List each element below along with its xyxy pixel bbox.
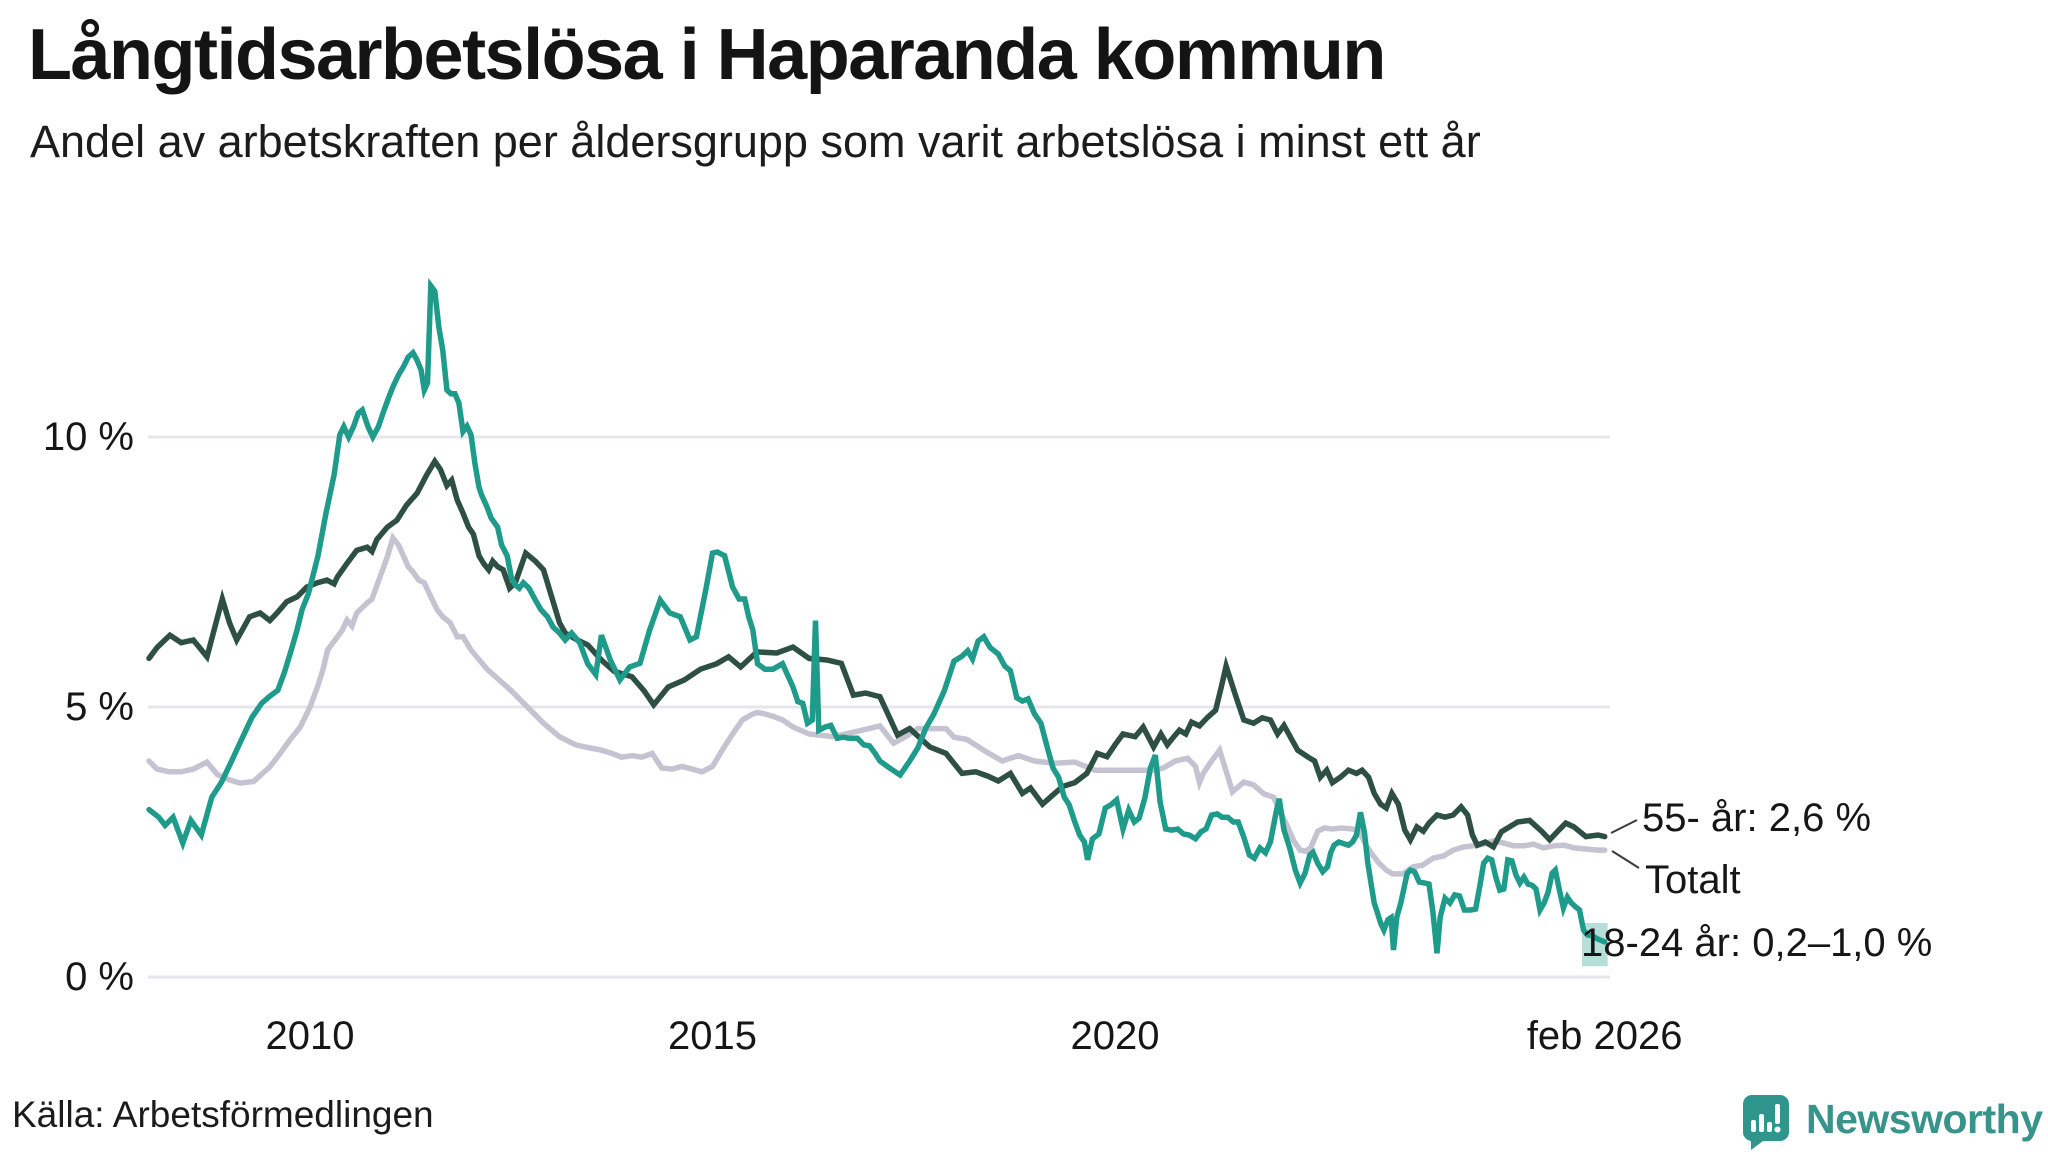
- source-note: Källa: Arbetsförmedlingen: [12, 1094, 434, 1135]
- annotation-leader-totalt: [1611, 850, 1640, 869]
- newsworthy-logo-icon: [1742, 1095, 1789, 1150]
- annotation-leader-55-ar: [1610, 819, 1638, 834]
- x-axis-label-feb-2026: feb 2026: [1526, 1014, 1683, 1058]
- series-line-totalt: [146, 532, 1608, 877]
- newsworthy-logo: Newsworthy: [1742, 1094, 2043, 1150]
- series-line-18-24-r: [146, 277, 1608, 954]
- series-line-55-r: [146, 456, 1608, 851]
- page-title: Långtidsarbetslösa i Haparanda kommun: [28, 15, 1386, 95]
- y-axis-label-5: 5 %: [65, 685, 134, 729]
- x-axis-label-2010: 2010: [265, 1014, 355, 1058]
- annotation-18-24-ar: 18-24 år: 0,2–1,0 %: [1581, 921, 1933, 965]
- y-axis-label-10: 10 %: [42, 415, 134, 459]
- annotation-totalt: Totalt: [1645, 858, 1741, 902]
- x-axis-label-2015: 2015: [668, 1014, 757, 1058]
- newsworthy-logo-text: Newsworthy: [1806, 1096, 2043, 1142]
- y-axis-label-0: 0 %: [65, 955, 134, 999]
- annotation-55-ar: 55- år: 2,6 %: [1642, 796, 1872, 840]
- x-axis-label-2020: 2020: [1070, 1014, 1160, 1058]
- chart-subtitle: Andel av arbetskraften per åldersgrupp s…: [30, 116, 1481, 167]
